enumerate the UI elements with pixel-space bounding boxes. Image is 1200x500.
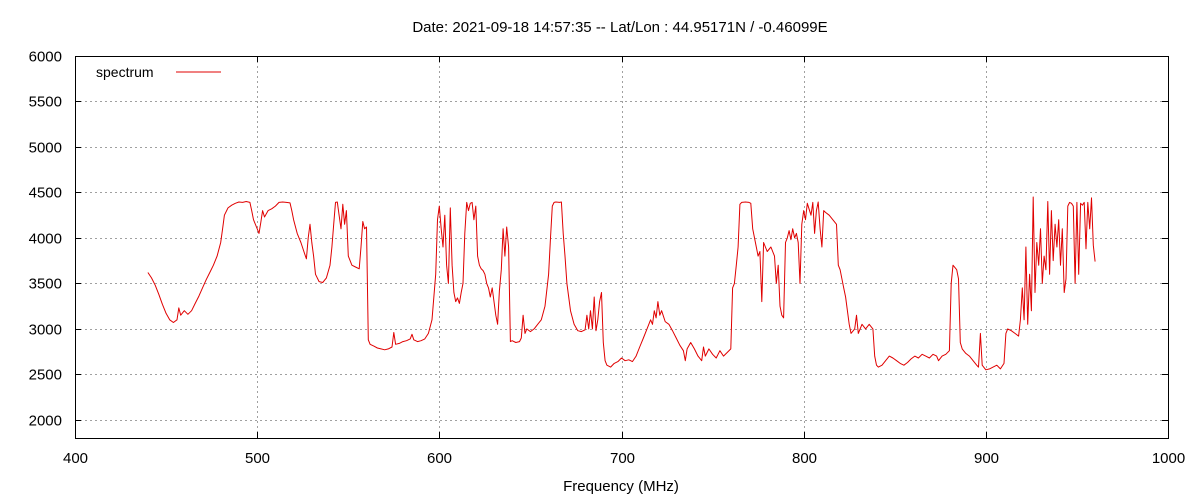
- y-tick-label: 6000: [29, 49, 62, 66]
- plot-series-layer: [147, 196, 1096, 371]
- chart-title: Date: 2021-09-18 14:57:35 -- Lat/Lon : 4…: [412, 19, 827, 36]
- y-tick-labels: 2000 2500 3000 3500 4000 4500 5000 5500 6000: [29, 49, 62, 430]
- x-tick-label: 400: [63, 450, 88, 467]
- x-tick-label: 600: [427, 450, 452, 467]
- y-tick-label: 5000: [29, 140, 62, 157]
- grid-lines: [75, 56, 1168, 438]
- x-axis-title: Frequency (MHz): [563, 478, 679, 495]
- x-tick-labels: 400 500 600 700 800 900 1000: [63, 450, 1185, 467]
- series-line-spectrum: [147, 196, 1096, 371]
- x-tick-label: 700: [610, 450, 635, 467]
- legend-label-spectrum: spectrum: [96, 64, 154, 80]
- y-tick-label: 2500: [29, 367, 62, 384]
- x-tick-label: 500: [245, 450, 270, 467]
- x-tick-label: 800: [792, 450, 817, 467]
- y-tick-label: 5500: [29, 94, 62, 111]
- x-tick-label: 900: [974, 450, 999, 467]
- plot-frame: [75, 56, 1169, 439]
- y-tick-label: 3000: [29, 322, 62, 339]
- y-tick-label: 4000: [29, 231, 62, 248]
- y-tick-label: 2000: [29, 413, 62, 430]
- x-tick-label: 1000: [1152, 450, 1185, 467]
- legend: spectrum: [96, 64, 221, 80]
- axis-ticks: [75, 56, 1169, 438]
- y-tick-label: 3500: [29, 276, 62, 293]
- y-tick-label: 4500: [29, 185, 62, 202]
